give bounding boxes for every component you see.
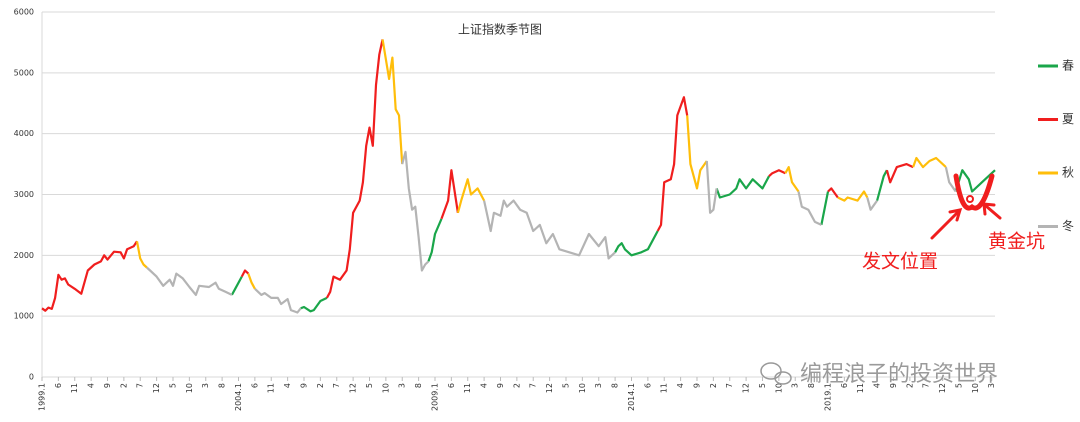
arrow [930, 210, 960, 240]
x-tick-label: 11 [856, 383, 865, 393]
x-tick-label: 2 [316, 383, 325, 388]
x-tick-label: 3 [201, 383, 210, 388]
x-tick-label: 12 [742, 383, 751, 393]
x-tick-label: 4 [676, 383, 685, 388]
x-tick-label: 11 [463, 383, 472, 393]
arrow-head [948, 208, 963, 222]
x-tick-label: 5 [168, 383, 177, 388]
x-tick-label: 7 [136, 383, 145, 388]
x-tick-label: 9 [889, 383, 898, 388]
chart-title: 上证指数季节图 [458, 22, 542, 37]
x-tick-label: 11 [70, 383, 79, 393]
y-tick-label: 3000 [14, 190, 34, 199]
legend-label: 冬 [1062, 218, 1074, 233]
series-line [41, 39, 914, 312]
x-tick-label: 2 [119, 383, 128, 388]
x-tick-label: 6 [250, 383, 259, 388]
series-line [135, 39, 947, 290]
icon [760, 362, 782, 380]
arrow-head [982, 202, 996, 216]
legend-label: 秋 [1062, 166, 1074, 180]
x-tick-label: 12 [349, 383, 358, 393]
x-tick-label: 2004.1 [234, 383, 243, 411]
x-tick-label: 2014.1 [627, 383, 636, 411]
y-tick-label: 2000 [14, 251, 34, 260]
x-tick-label: 3 [594, 383, 603, 388]
x-tick-label: 3 [987, 383, 996, 388]
x-tick-label: 3 [398, 383, 407, 388]
x-tick-label: 6 [643, 383, 652, 388]
x-tick-label: 12 [938, 383, 947, 393]
y-tick-label: 5000 [14, 68, 34, 77]
series-line [146, 150, 957, 314]
x-tick-label: 5 [954, 383, 963, 388]
x-tick-label: 8 [611, 383, 620, 388]
annotation: 黄金坑 [988, 231, 1045, 253]
watermark-icon [760, 362, 792, 385]
x-tick-label: 4 [283, 383, 292, 388]
x-tick-label: 9 [496, 383, 505, 388]
legend-label: 春 [1062, 59, 1074, 73]
x-tick-label: 9 [692, 383, 701, 388]
x-tick-label: 8 [807, 383, 816, 388]
y-tick-label: 0 [29, 373, 34, 382]
x-tick-label: 3 [791, 383, 800, 388]
post-point [966, 195, 974, 203]
x-tick-label: 7 [529, 383, 538, 388]
x-tick-label: 7 [332, 383, 341, 388]
x-tick-label: 12 [545, 383, 554, 393]
x-tick-label: 9 [299, 383, 308, 388]
x-tick-label: 2 [709, 383, 718, 388]
x-tick-label: 6 [447, 383, 456, 388]
x-tick-label: 8 [414, 383, 423, 388]
x-tick-label: 2 [905, 383, 914, 388]
legend-label: 夏 [1062, 112, 1074, 126]
x-tick-label: 2019.1 [823, 383, 832, 411]
plot-area: 0 1000 2000 3000 4000 5000 6000 1999.1 6 11 4 9 2 7 12… [14, 8, 1074, 412]
x-tick-label: 2 [512, 383, 521, 388]
x-tick-label: 6 [54, 383, 63, 388]
x-tick-label: 7 [725, 383, 734, 388]
x-tick-label: 11 [267, 383, 276, 393]
x-tick-label: 10 [381, 383, 390, 393]
x-tick-label: 7 [922, 383, 931, 388]
x-tick-label: 5 [758, 383, 767, 388]
x-tick-label: 9 [103, 383, 112, 388]
y-tick-label: 6000 [14, 8, 34, 17]
x-tick-label: 10 [578, 383, 587, 393]
y-tick-label: 4000 [14, 129, 34, 138]
annotation-shapes [930, 173, 1002, 240]
y-tick-label: 1000 [14, 312, 34, 321]
x-tick-label: 4 [873, 383, 882, 388]
x-tick-label: 2009.1 [430, 383, 439, 411]
arrow [984, 204, 1002, 220]
annotation: 发文位置 [862, 251, 938, 273]
golden-pit-mark [953, 173, 995, 211]
x-tick-label: 6 [840, 383, 849, 388]
x-tick-label: 5 [561, 383, 570, 388]
icon [774, 371, 792, 385]
watermark: 编程浪子的投资世界 [800, 362, 998, 387]
x-tick-label: 10 [971, 383, 980, 393]
x-tick-label: 12 [152, 383, 161, 393]
x-tick-label: 1999.1 [38, 383, 47, 411]
x-tick-label: 4 [480, 383, 489, 388]
x-tick-label: 10 [185, 383, 194, 393]
x-tick-label: 5 [365, 383, 374, 388]
x-tick-label: 8 [218, 383, 227, 388]
series-line [230, 169, 996, 313]
x-tick-label: 4 [87, 383, 96, 388]
x-tick-label: 10 [774, 383, 783, 393]
x-tick-label: 11 [660, 383, 669, 393]
